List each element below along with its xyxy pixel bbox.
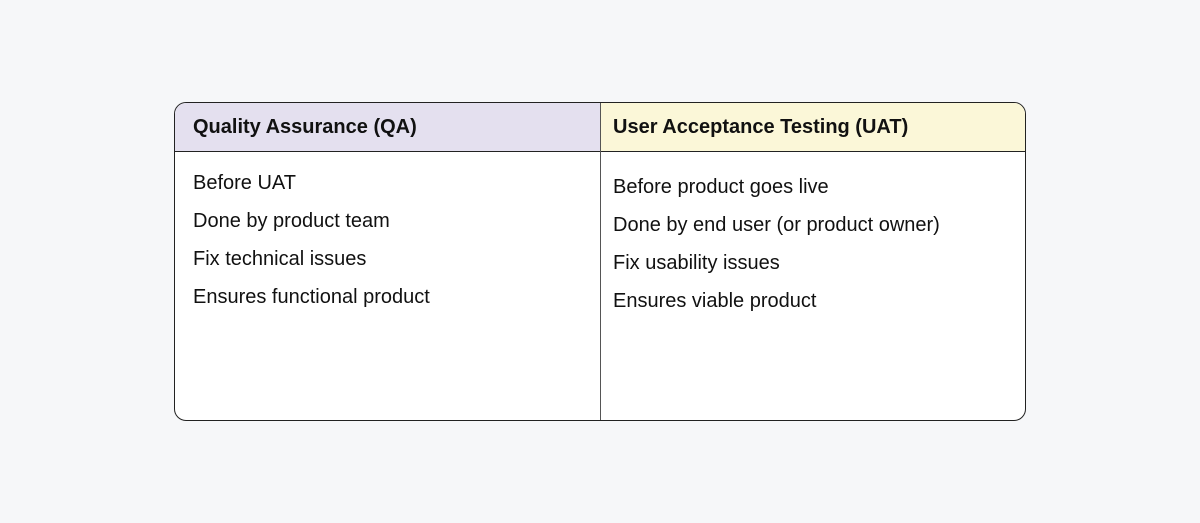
uat-items: Before product goes live Done by end use… <box>601 152 1025 327</box>
list-item: Before UAT <box>193 172 296 194</box>
list-item: Fix technical issues <box>193 248 367 270</box>
uat-column: User Acceptance Testing (UAT) Before pro… <box>601 103 1025 420</box>
qa-items: Before UAT Done by product team Fix tech… <box>175 152 600 323</box>
list-item: Ensures viable product <box>613 290 817 312</box>
list-item: Before product goes live <box>613 176 829 198</box>
list-item: Ensures functional product <box>193 286 430 308</box>
comparison-table: Quality Assurance (QA) Before UAT Done b… <box>174 102 1026 421</box>
uat-header: User Acceptance Testing (UAT) <box>601 103 1025 152</box>
list-item: Done by end user (or product owner) <box>613 214 940 236</box>
list-item: Fix usability issues <box>613 252 780 274</box>
qa-column: Quality Assurance (QA) Before UAT Done b… <box>175 103 601 420</box>
qa-header: Quality Assurance (QA) <box>175 103 600 152</box>
list-item: Done by product team <box>193 210 390 232</box>
